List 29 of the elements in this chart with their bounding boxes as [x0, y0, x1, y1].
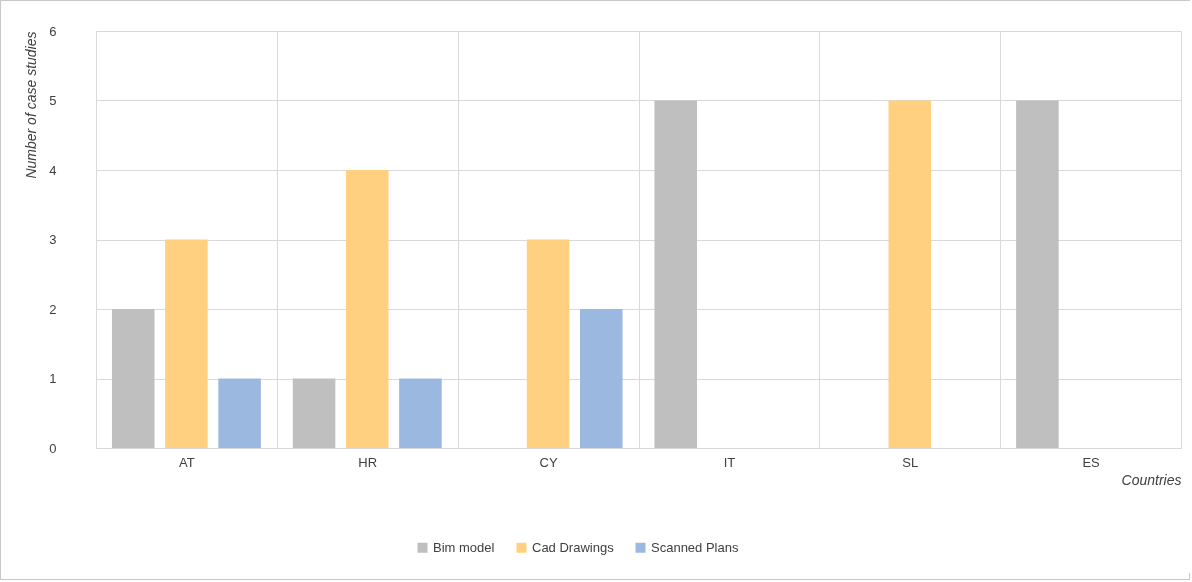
x-tick-label: IT — [723, 454, 736, 470]
bar — [1016, 100, 1059, 448]
legend-label: Cad Drawings — [532, 539, 615, 555]
bar — [888, 100, 932, 448]
bar — [218, 378, 261, 448]
x-tick-label: HR — [358, 454, 378, 470]
bar — [345, 170, 389, 448]
bar — [292, 378, 336, 448]
x-tick-label: CY — [539, 454, 558, 470]
y-tick-label: 6 — [49, 23, 57, 39]
bar — [111, 309, 155, 448]
bar — [654, 100, 697, 448]
bar — [580, 309, 623, 448]
y-tick-label: 3 — [49, 232, 57, 247]
legend-label: Bim model — [433, 539, 495, 555]
bar — [165, 239, 208, 448]
y-tick-label: 4 — [49, 162, 57, 178]
legend-label: Scanned Plans — [651, 539, 739, 555]
bar — [399, 378, 442, 448]
x-axis-title: Countries — [1121, 471, 1182, 488]
x-tick-label: ES — [1082, 454, 1101, 470]
y-axis-title: Number of case studies — [23, 31, 40, 179]
y-tick-label: 0 — [49, 440, 57, 456]
x-tick-label: SL — [902, 454, 919, 470]
bar — [526, 239, 570, 448]
x-tick-label: AT — [179, 454, 195, 470]
y-tick-label: 5 — [49, 93, 57, 108]
y-tick-label: 1 — [49, 371, 57, 386]
y-tick-label: 2 — [49, 301, 57, 317]
